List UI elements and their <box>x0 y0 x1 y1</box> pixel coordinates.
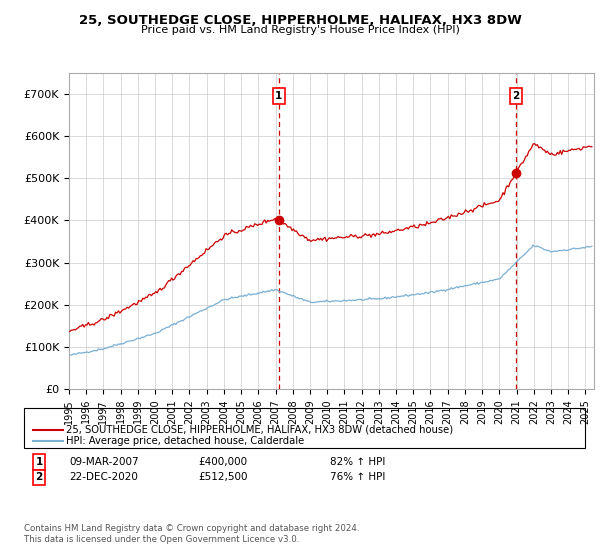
Text: 25, SOUTHEDGE CLOSE, HIPPERHOLME, HALIFAX, HX3 8DW (detached house): 25, SOUTHEDGE CLOSE, HIPPERHOLME, HALIFA… <box>66 424 453 435</box>
Text: 09-MAR-2007: 09-MAR-2007 <box>69 457 139 467</box>
Text: £512,500: £512,500 <box>198 472 248 482</box>
Text: 25, SOUTHEDGE CLOSE, HIPPERHOLME, HALIFAX, HX3 8DW: 25, SOUTHEDGE CLOSE, HIPPERHOLME, HALIFA… <box>79 14 521 27</box>
Text: 2: 2 <box>35 472 43 482</box>
Text: 1: 1 <box>35 457 43 467</box>
Text: 22-DEC-2020: 22-DEC-2020 <box>69 472 138 482</box>
Text: Contains HM Land Registry data © Crown copyright and database right 2024.
This d: Contains HM Land Registry data © Crown c… <box>24 524 359 544</box>
Text: 76% ↑ HPI: 76% ↑ HPI <box>330 472 385 482</box>
Text: 82% ↑ HPI: 82% ↑ HPI <box>330 457 385 467</box>
Text: 2: 2 <box>512 91 520 101</box>
Text: 1: 1 <box>275 91 283 101</box>
Text: £400,000: £400,000 <box>198 457 247 467</box>
Text: HPI: Average price, detached house, Calderdale: HPI: Average price, detached house, Cald… <box>66 436 304 446</box>
Text: Price paid vs. HM Land Registry's House Price Index (HPI): Price paid vs. HM Land Registry's House … <box>140 25 460 35</box>
